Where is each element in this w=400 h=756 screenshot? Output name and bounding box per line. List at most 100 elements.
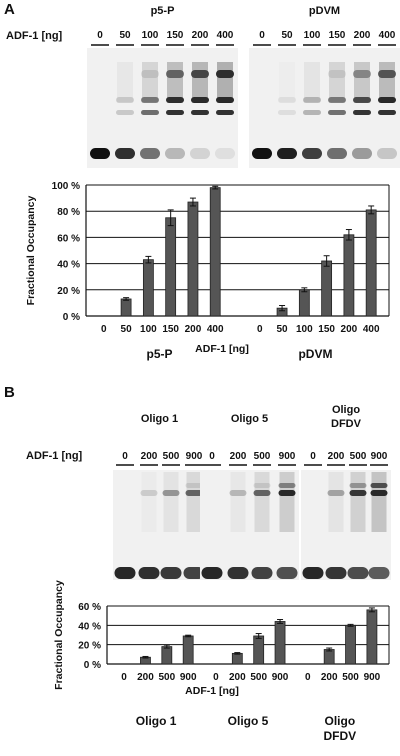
chart-a: 0 % 20 % 40 % 60 % 80 % 100 % Fractional Occup…	[25, 181, 390, 361]
gel-band	[378, 70, 396, 78]
gel-smear	[354, 62, 370, 102]
gel-lane-label: 400	[217, 30, 234, 41]
gel-band	[277, 148, 297, 159]
gel-lane-label: 500	[163, 451, 180, 462]
gel-smear	[379, 62, 395, 102]
gel-band	[215, 148, 235, 159]
gel-band	[328, 97, 346, 103]
y-tick-label: 0 %	[63, 312, 80, 323]
gel-image	[87, 48, 238, 168]
gel-lane-label: 200	[192, 30, 209, 41]
gel-smear	[142, 472, 157, 532]
gel-band	[160, 567, 182, 579]
gel-band	[349, 490, 367, 496]
gel-lane-label: 200	[230, 451, 247, 462]
gel-group-label: DFDV	[331, 418, 362, 430]
bar	[182, 635, 194, 665]
gel-band	[185, 483, 203, 488]
y-tick-label: 40 %	[78, 621, 101, 632]
group-label: DFDV	[324, 729, 357, 743]
gel-image	[301, 470, 391, 580]
gel-band	[90, 148, 110, 159]
gel-smear	[371, 472, 387, 532]
gel-lane-label: 100	[142, 30, 159, 41]
gel-lane-label: 0	[209, 451, 215, 462]
x-tick-label: 200	[137, 672, 154, 683]
gel-group-label: pDVM	[309, 5, 340, 17]
gel-lane-label: 900	[186, 451, 203, 462]
gel-lane-label: 0	[122, 451, 128, 462]
gel-band	[302, 567, 324, 579]
gel-band	[378, 110, 396, 115]
gel-band	[278, 97, 296, 103]
gel-dose-label-b: ADF-1 [ng]	[26, 450, 83, 462]
gel-band	[138, 567, 160, 579]
gel-smear	[142, 62, 158, 102]
gel-band	[253, 490, 271, 496]
y-tick-label: 100 %	[52, 181, 80, 192]
gel-band	[327, 490, 345, 496]
group-label: pDVM	[298, 347, 332, 361]
gel-lane-label: 50	[119, 30, 131, 41]
gel-smear	[329, 62, 345, 102]
gel-band	[141, 70, 159, 78]
x-tick-label: 50	[276, 324, 288, 335]
bar	[231, 652, 243, 665]
gel-lane-label: 0	[310, 451, 316, 462]
gel-band	[347, 567, 369, 579]
bar	[298, 289, 310, 317]
bar	[345, 624, 356, 665]
gel-band	[201, 567, 223, 579]
panel-label-a: A	[4, 1, 15, 18]
gel-lane-label: 400	[379, 30, 396, 41]
gel-band	[353, 97, 371, 103]
x-tick-label: 500	[250, 672, 267, 683]
bar	[343, 234, 355, 317]
gel-band	[303, 97, 321, 103]
gel-band	[328, 70, 346, 78]
gel-band	[191, 97, 209, 103]
gel-band	[278, 483, 296, 488]
gel-band	[349, 483, 367, 488]
gel-smear	[163, 472, 179, 532]
gel-band	[216, 70, 234, 78]
gel-smear	[279, 62, 295, 102]
gel-band	[251, 567, 273, 579]
gel-band	[141, 110, 159, 115]
gel-band	[352, 148, 372, 159]
group-label: Oligo	[325, 714, 356, 728]
gel-band	[116, 97, 134, 103]
bar	[323, 649, 335, 665]
gel-smear	[186, 472, 202, 532]
gel-band	[162, 490, 180, 496]
gel-band	[368, 567, 390, 579]
gel-lane-label: 200	[328, 451, 345, 462]
gel-band	[114, 567, 136, 579]
y-axis-label: Fractional Occupancy	[25, 195, 37, 305]
y-tick-label: 20 %	[57, 286, 80, 297]
chart-b: 0 % 20 % 40 % 60 % Fractional Occupancy 0 200 5…	[53, 580, 390, 743]
gel-band	[166, 97, 184, 103]
gel-band	[353, 110, 371, 115]
gel-lane-label: 50	[281, 30, 293, 41]
gel-group-label: Oligo 1	[141, 413, 178, 425]
x-tick-label: 200	[321, 672, 338, 683]
x-tick-label: 900	[364, 672, 381, 683]
gel-group-label: Oligo	[332, 404, 360, 416]
gel-band	[191, 110, 209, 115]
x-axis-label: ADF-1 [ng]	[185, 685, 239, 697]
bar	[209, 187, 221, 317]
x-tick-label: 900	[272, 672, 289, 683]
gel-band	[353, 70, 371, 78]
gel-band	[185, 490, 203, 496]
gel-smear	[230, 472, 246, 532]
gel-smear	[167, 62, 183, 102]
gel-band	[302, 148, 322, 159]
gel-lane-label: 0	[97, 30, 103, 41]
gel-band	[253, 483, 271, 488]
gel-band	[378, 97, 396, 103]
gel-band	[370, 490, 388, 496]
gel-band	[165, 148, 185, 159]
x-axis-label: ADF-1 [ng]	[195, 343, 249, 355]
